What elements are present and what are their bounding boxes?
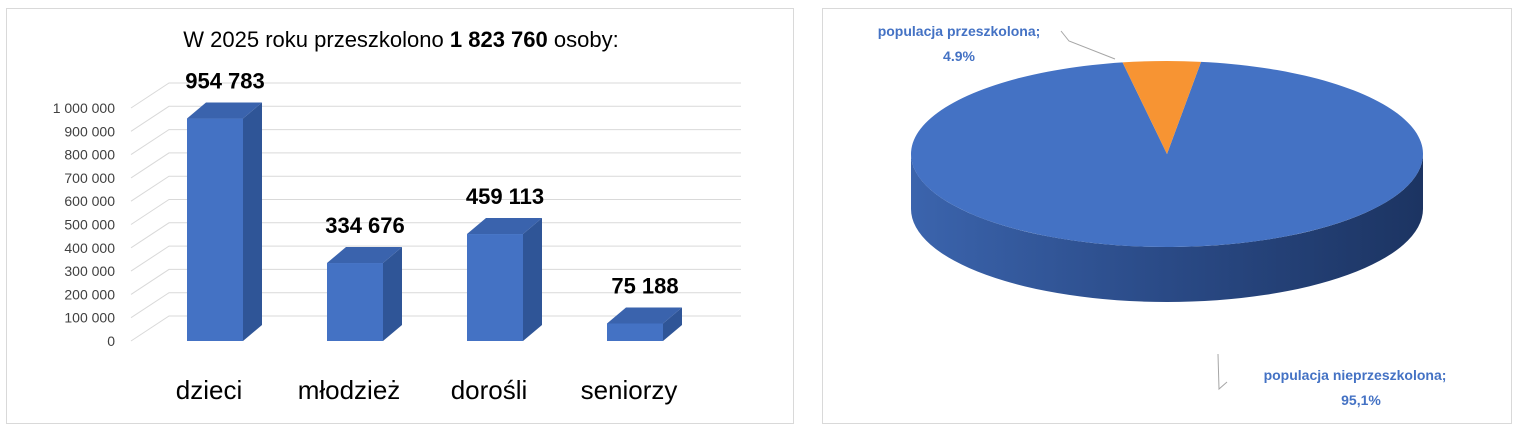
gridline [130,222,741,249]
y-tick-label: 400 000 [64,240,115,256]
gridline [130,199,741,225]
leader-line [1060,30,1116,60]
pie-label: 95,1% [1341,392,1381,408]
x-tick-label: dzieci [176,375,242,405]
bar [187,118,243,342]
y-tick-label: 500 000 [64,217,115,233]
bar-side [663,307,682,341]
leader-line [1217,353,1228,391]
gridline [130,82,741,109]
y-tick-label: 100 000 [64,310,115,326]
gridline [130,105,741,132]
bar [467,234,523,341]
pie-chart: populacja przeszkolona; 4.9% populacja nie… [878,23,1447,408]
chart-title-prefix: W 2025 roku przeszkolono [183,27,450,52]
data-label: 459 113 [466,184,544,209]
pie-slice [911,61,1423,247]
bar-top [467,218,542,235]
gridline [130,245,741,272]
bar-side [243,102,262,342]
bar-side [523,218,542,341]
x-tick-label: dorośli [451,375,528,405]
y-tick-label: 300 000 [64,263,115,279]
y-tick-label: 600 000 [64,193,115,209]
pie-label: populacja nieprzeszkolona; [1264,367,1447,383]
data-label: 334 676 [325,213,405,238]
bar [327,263,383,341]
x-tick-label: młodzież [298,375,401,405]
chart-title-total: 1 823 760 [450,27,548,52]
pie-chart-panel: populacja przeszkolona; 4.9% populacja nie… [822,8,1512,424]
pie-label: populacja przeszkolona; [878,23,1041,39]
pie-side-wall [911,154,1423,302]
gridline [130,315,741,342]
gridline [130,292,741,319]
y-tick-label: 700 000 [64,170,115,186]
gridline [130,268,741,295]
pie-label: 4.9% [943,48,975,64]
y-tick-label: 0 [107,333,115,349]
y-tick-label: 800 000 [64,147,115,163]
bar-top [187,102,262,119]
data-label: 954 783 [185,69,265,94]
y-tick-label: 900 000 [64,123,115,139]
y-tick-label: 1 000 000 [53,100,115,116]
data-label: 75 188 [611,273,678,298]
pie-slice [1122,60,1202,154]
bar-side [383,247,402,341]
bar-top [327,247,402,264]
bar-top [607,307,682,324]
x-tick-label: seniorzy [581,375,678,405]
chart-title-suffix: osoby: [548,27,619,52]
gridline [130,175,741,202]
bar [607,323,663,341]
bar-chart: W 2025 roku przeszkolono 1 823 760 osoby… [53,27,741,405]
gridline [130,152,741,179]
chart-title: W 2025 roku przeszkolono 1 823 760 osoby… [183,27,618,52]
gridline [130,129,741,156]
bar-chart-panel: W 2025 roku przeszkolono 1 823 760 osoby… [6,8,794,424]
y-tick-label: 200 000 [64,286,115,302]
